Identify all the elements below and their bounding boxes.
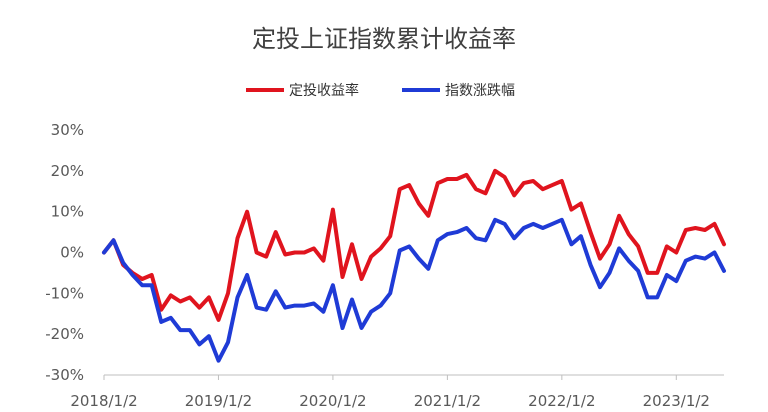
legend-label-index-change: 指数涨跌幅: [445, 83, 515, 99]
y-tick-label: 30%: [51, 121, 84, 139]
y-tick-label: 0%: [60, 244, 84, 262]
x-tick-label: 2022/1/2: [528, 392, 595, 410]
y-axis-ticks: 30% 20% 10% 0% -10% -20% -30%: [45, 121, 84, 384]
y-tick-label: 10%: [51, 203, 84, 221]
x-tick-label: 2020/1/2: [299, 392, 366, 410]
x-tick-label: 2023/1/2: [643, 392, 710, 410]
y-tick-label: -30%: [45, 366, 84, 384]
x-tick-label: 2018/1/2: [70, 392, 137, 410]
legend-label-cost-averaging-return: 定投收益率: [289, 82, 359, 99]
x-axis: 2018/1/2 2019/1/2 2020/1/2 2021/1/2 2022/1/2…: [70, 374, 724, 410]
chart-title: 定投上证指数累计收益率: [252, 25, 516, 53]
x-tick-label: 2019/1/2: [185, 392, 252, 410]
y-tick-label: -10%: [45, 284, 84, 302]
x-tick-label: 2021/1/2: [414, 392, 481, 410]
series-line-index-change: [102, 217, 726, 363]
legend: 定投收益率 指数涨跌幅: [246, 82, 515, 99]
y-tick-label: -20%: [45, 325, 84, 343]
series-line-cost-averaging-return: [102, 168, 726, 322]
plot-area: [102, 168, 726, 363]
y-tick-label: 20%: [51, 162, 84, 180]
